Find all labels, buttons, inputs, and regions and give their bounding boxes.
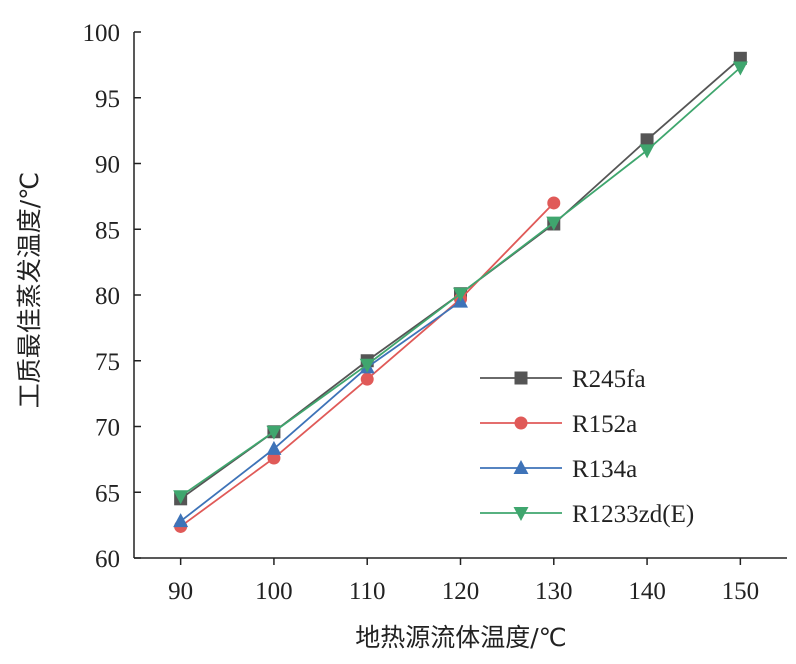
marker-triangle-down (359, 358, 375, 373)
legend-label: R245fa (572, 366, 646, 393)
legend-item: R152a (480, 411, 637, 438)
marker-square (514, 371, 528, 385)
legend-label: R1233zd(E) (572, 501, 694, 528)
series-line (180, 57, 741, 500)
series-r1233zd-e- (173, 61, 748, 505)
legend-item: R134a (480, 456, 637, 483)
legend-item: R245fa (480, 366, 646, 393)
y-tick-label: 80 (95, 283, 120, 310)
y-tick-label: 75 (95, 349, 120, 376)
marker-circle (514, 416, 528, 430)
y-tick-label: 100 (83, 20, 121, 47)
series-r134a (173, 293, 468, 528)
x-tick-label: 120 (442, 578, 480, 605)
marker-triangle-up (266, 440, 282, 455)
x-tick-label: 130 (535, 578, 573, 605)
x-tick-label: 90 (168, 578, 193, 605)
y-tick-label: 65 (95, 480, 120, 507)
series-line (180, 300, 462, 522)
x-tick-label: 140 (628, 578, 666, 605)
y-tick-label: 60 (95, 546, 120, 573)
marker-triangle-up (513, 460, 529, 474)
x-tick-label: 150 (722, 578, 760, 605)
marker-circle (360, 372, 374, 386)
marker-triangle-down (732, 61, 748, 76)
x-tick-label: 100 (255, 578, 293, 605)
series-layer (173, 51, 748, 533)
marker-triangle-down (266, 425, 282, 440)
marker-triangle-down (546, 216, 562, 231)
marker-square (640, 133, 654, 147)
series-r245fa (174, 51, 747, 506)
y-tick-label: 90 (95, 152, 120, 179)
y-tick-label: 85 (95, 217, 120, 244)
x-tick-label: 110 (349, 578, 386, 605)
marker-triangle-down (453, 287, 468, 302)
legend: R245fa R152a R134a R1233zd(E) (480, 366, 694, 528)
y-tick-label: 95 (95, 86, 120, 113)
axes: 60 65 70 75 80 85 90 95 100 90 100 110 120 130 140 150 (83, 20, 787, 605)
y-tick-label: 70 (95, 415, 120, 442)
legend-label: R152a (572, 411, 637, 438)
legend-label: R134a (572, 456, 637, 483)
legend-item: R1233zd(E) (480, 501, 694, 528)
marker-triangle-up (173, 513, 189, 528)
y-axis-title: 工质最佳蒸发温度/℃ (15, 172, 44, 409)
marker-triangle-down (173, 490, 189, 505)
x-axis-title: 地热源流体温度/℃ (355, 623, 567, 652)
marker-triangle-down (513, 507, 529, 521)
marker-triangle-down (639, 144, 655, 159)
marker-circle (547, 196, 561, 210)
